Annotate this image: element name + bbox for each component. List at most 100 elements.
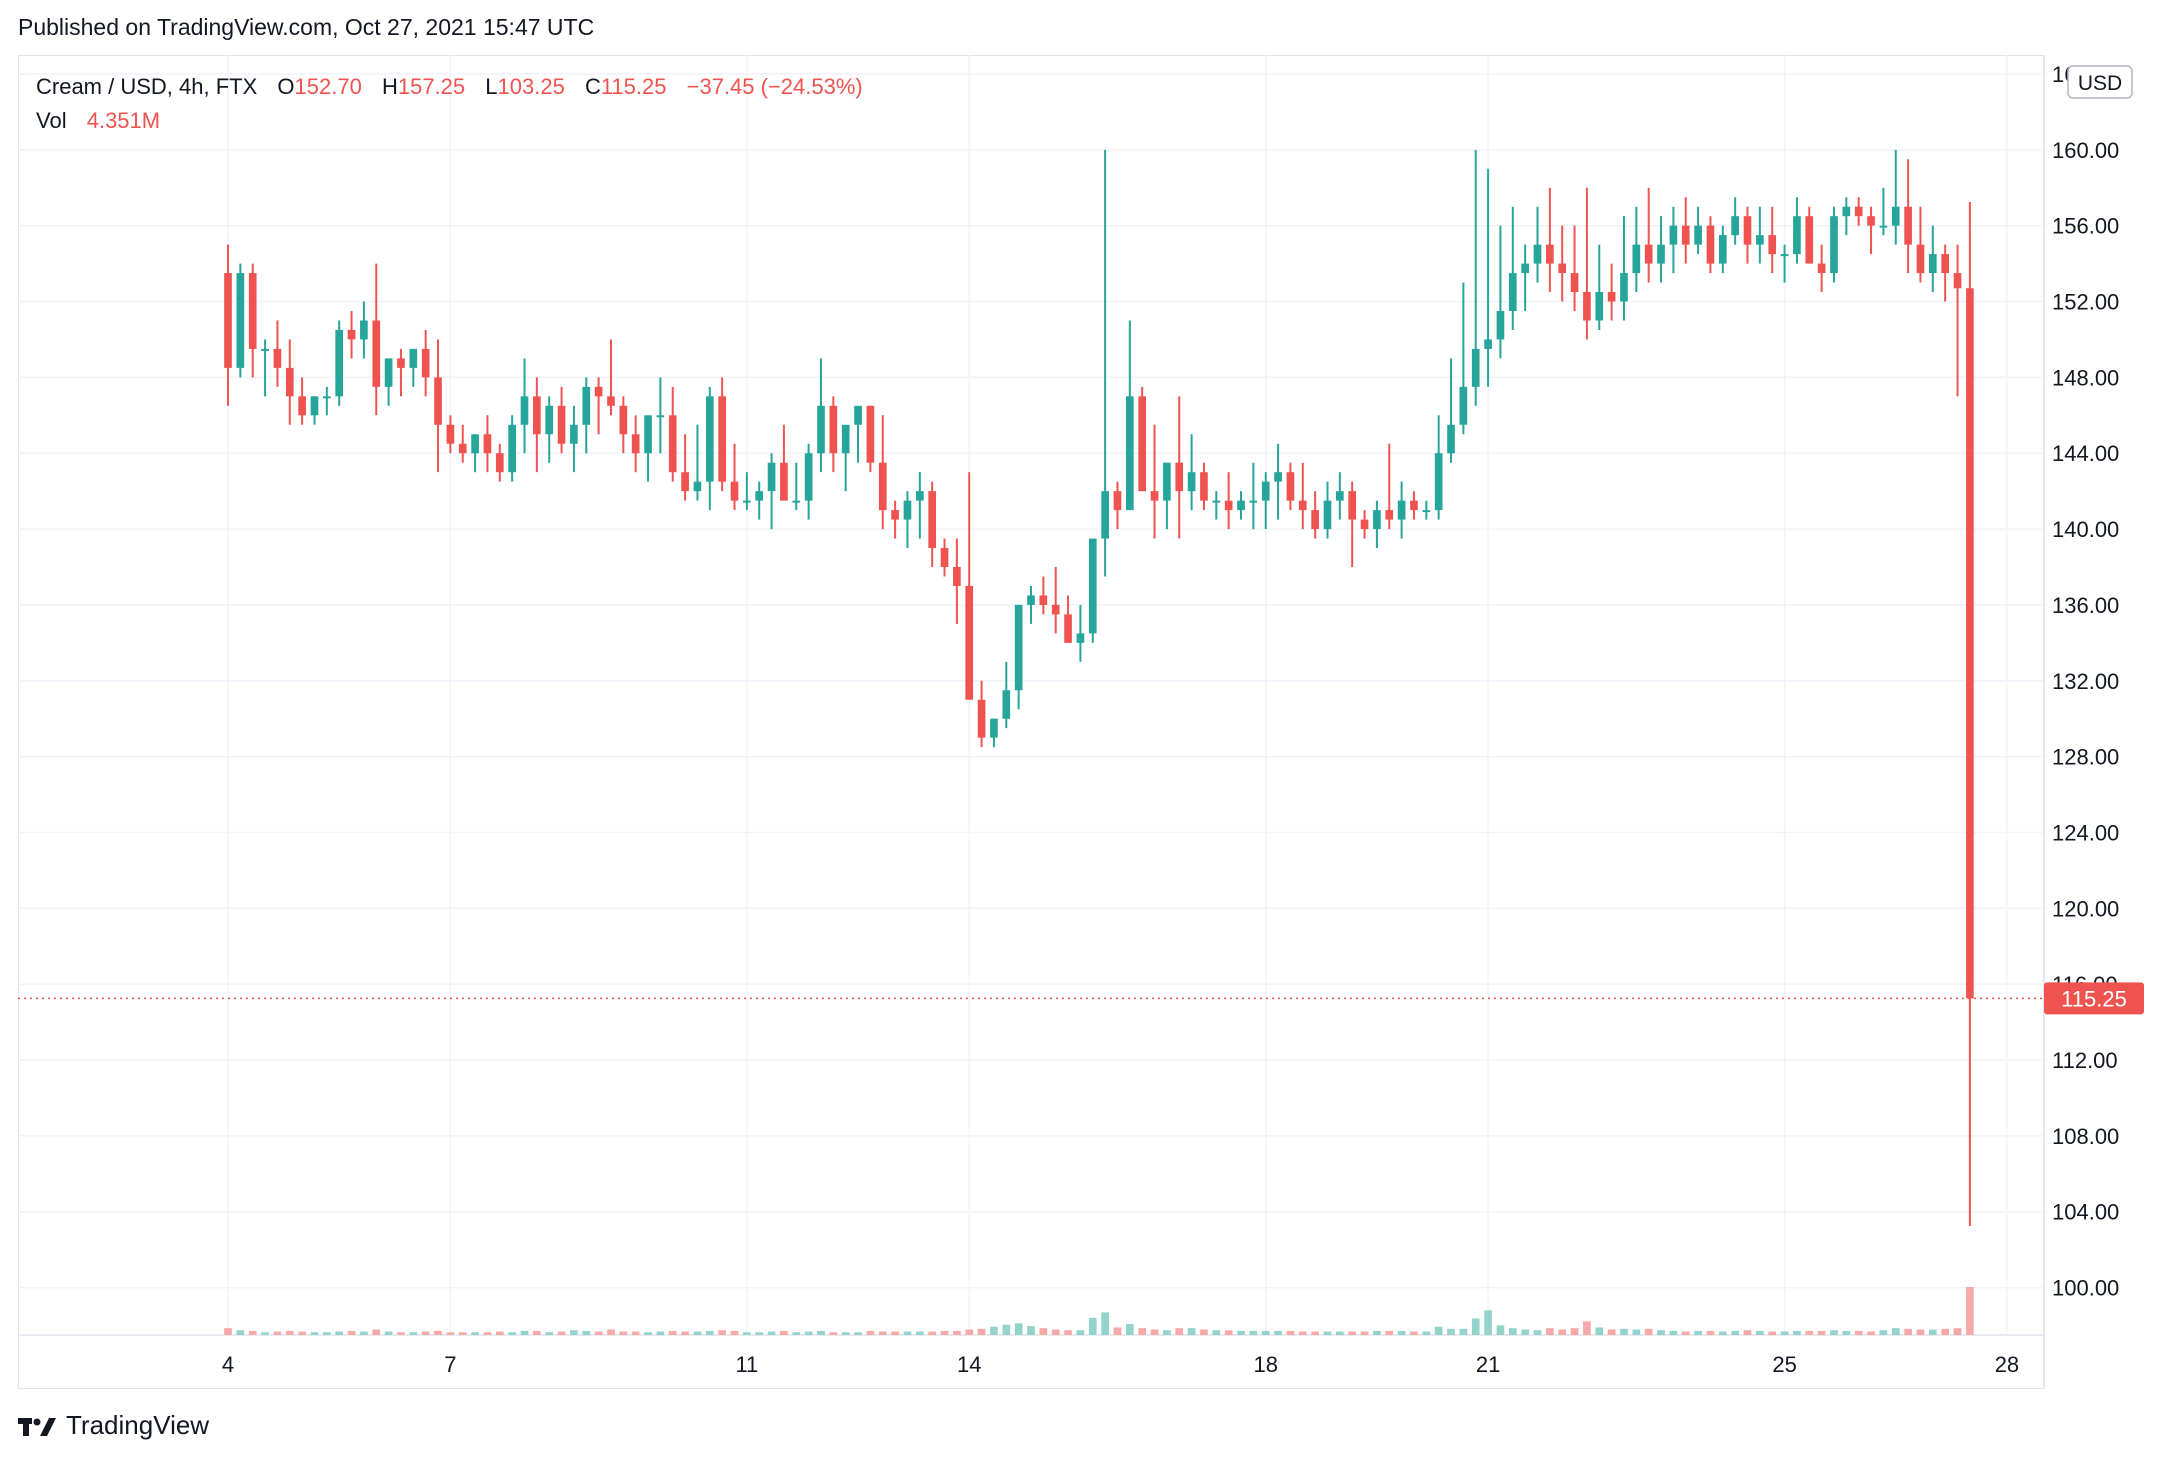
- candle[interactable]: [990, 718, 998, 748]
- candle[interactable]: [841, 424, 850, 492]
- candle[interactable]: [1805, 206, 1814, 264]
- candle[interactable]: [1286, 462, 1295, 511]
- candle[interactable]: [953, 538, 961, 624]
- candle[interactable]: [1175, 396, 1184, 539]
- candle[interactable]: [434, 339, 442, 473]
- candle[interactable]: [1830, 206, 1838, 283]
- candle[interactable]: [323, 386, 331, 416]
- candle[interactable]: [1620, 216, 1628, 321]
- candle[interactable]: [1200, 462, 1208, 511]
- candle[interactable]: [1323, 481, 1332, 539]
- candle[interactable]: [1644, 187, 1653, 283]
- candle[interactable]: [1064, 595, 1072, 643]
- candle[interactable]: [1002, 661, 1011, 729]
- candle[interactable]: [1274, 443, 1282, 520]
- candle[interactable]: [730, 443, 739, 511]
- candle[interactable]: [1187, 434, 1196, 511]
- candle[interactable]: [1681, 197, 1690, 264]
- candle[interactable]: [817, 358, 825, 473]
- candle[interactable]: [1360, 510, 1369, 539]
- candle[interactable]: [409, 348, 418, 387]
- candle[interactable]: [693, 424, 702, 501]
- candle[interactable]: [1966, 201, 1974, 1226]
- candle[interactable]: [1298, 462, 1307, 530]
- candle[interactable]: [903, 491, 912, 549]
- candle[interactable]: [718, 377, 726, 492]
- candle[interactable]: [1953, 244, 1962, 397]
- candle[interactable]: [1558, 225, 1567, 302]
- candle[interactable]: [804, 443, 813, 520]
- candle[interactable]: [285, 339, 294, 425]
- candle[interactable]: [1928, 225, 1937, 293]
- candle[interactable]: [1249, 462, 1258, 530]
- candle[interactable]: [1718, 225, 1727, 274]
- candle[interactable]: [780, 424, 788, 501]
- candle[interactable]: [1607, 263, 1616, 321]
- candle[interactable]: [1422, 500, 1431, 520]
- candle[interactable]: [508, 415, 516, 482]
- candle[interactable]: [1261, 472, 1270, 530]
- candle[interactable]: [545, 396, 554, 463]
- candle[interactable]: [1163, 462, 1171, 530]
- candle[interactable]: [631, 415, 640, 473]
- candle[interactable]: [446, 415, 455, 454]
- candle[interactable]: [1447, 358, 1455, 463]
- candle[interactable]: [1768, 206, 1777, 274]
- candle[interactable]: [1916, 206, 1925, 283]
- candlestick-chart[interactable]: 100.00104.00108.00112.00116.00120.00124.…: [0, 0, 2172, 1400]
- candle[interactable]: [928, 481, 937, 567]
- candle[interactable]: [397, 348, 405, 397]
- candle[interactable]: [1706, 216, 1715, 274]
- candle[interactable]: [1027, 585, 1035, 624]
- candle[interactable]: [891, 500, 899, 539]
- candle[interactable]: [557, 386, 566, 454]
- candle[interactable]: [829, 396, 838, 473]
- candle[interactable]: [1793, 197, 1801, 264]
- candle[interactable]: [668, 386, 677, 482]
- candle[interactable]: [1311, 491, 1319, 539]
- candle[interactable]: [1113, 481, 1122, 530]
- candle[interactable]: [1941, 244, 1950, 302]
- candle[interactable]: [743, 472, 751, 511]
- volume-label[interactable]: Vol: [36, 108, 67, 133]
- candle[interactable]: [1014, 604, 1023, 710]
- candle[interactable]: [1570, 225, 1579, 311]
- candle[interactable]: [1138, 386, 1147, 492]
- candle[interactable]: [421, 329, 430, 397]
- candle[interactable]: [878, 415, 887, 530]
- candle[interactable]: [273, 320, 282, 387]
- candle[interactable]: [1397, 481, 1406, 539]
- candle[interactable]: [1817, 244, 1826, 293]
- candle[interactable]: [681, 434, 689, 501]
- candle[interactable]: [915, 472, 924, 539]
- candle[interactable]: [644, 415, 652, 482]
- candle[interactable]: [792, 462, 801, 511]
- candle[interactable]: [1224, 472, 1233, 530]
- candle[interactable]: [1336, 472, 1344, 520]
- candle[interactable]: [1434, 415, 1443, 520]
- candle[interactable]: [224, 244, 232, 406]
- candle[interactable]: [248, 263, 257, 378]
- candle[interactable]: [1410, 491, 1418, 520]
- candle[interactable]: [582, 377, 591, 454]
- tradingview-brand[interactable]: TradingView: [18, 1410, 209, 1441]
- candle[interactable]: [1904, 159, 1912, 274]
- candle[interactable]: [1051, 567, 1060, 634]
- candle[interactable]: [372, 263, 381, 416]
- candle[interactable]: [594, 377, 603, 435]
- candle[interactable]: [1583, 187, 1591, 340]
- candle[interactable]: [1595, 244, 1604, 330]
- price-axis[interactable]: 100.00104.00108.00112.00116.00120.00124.…: [2044, 62, 2144, 1301]
- candle[interactable]: [1237, 491, 1245, 520]
- candle[interactable]: [1484, 168, 1492, 387]
- currency-badge[interactable]: [2067, 65, 2133, 99]
- candle[interactable]: [1632, 206, 1641, 293]
- candle[interactable]: [1657, 216, 1665, 283]
- candle[interactable]: [1076, 604, 1085, 662]
- symbol-label[interactable]: Cream / USD, 4h, FTX: [36, 74, 258, 99]
- candle[interactable]: [298, 377, 306, 425]
- candle[interactable]: [1385, 443, 1394, 530]
- candle[interactable]: [1854, 197, 1863, 226]
- candle[interactable]: [1780, 244, 1789, 283]
- candle[interactable]: [360, 301, 368, 359]
